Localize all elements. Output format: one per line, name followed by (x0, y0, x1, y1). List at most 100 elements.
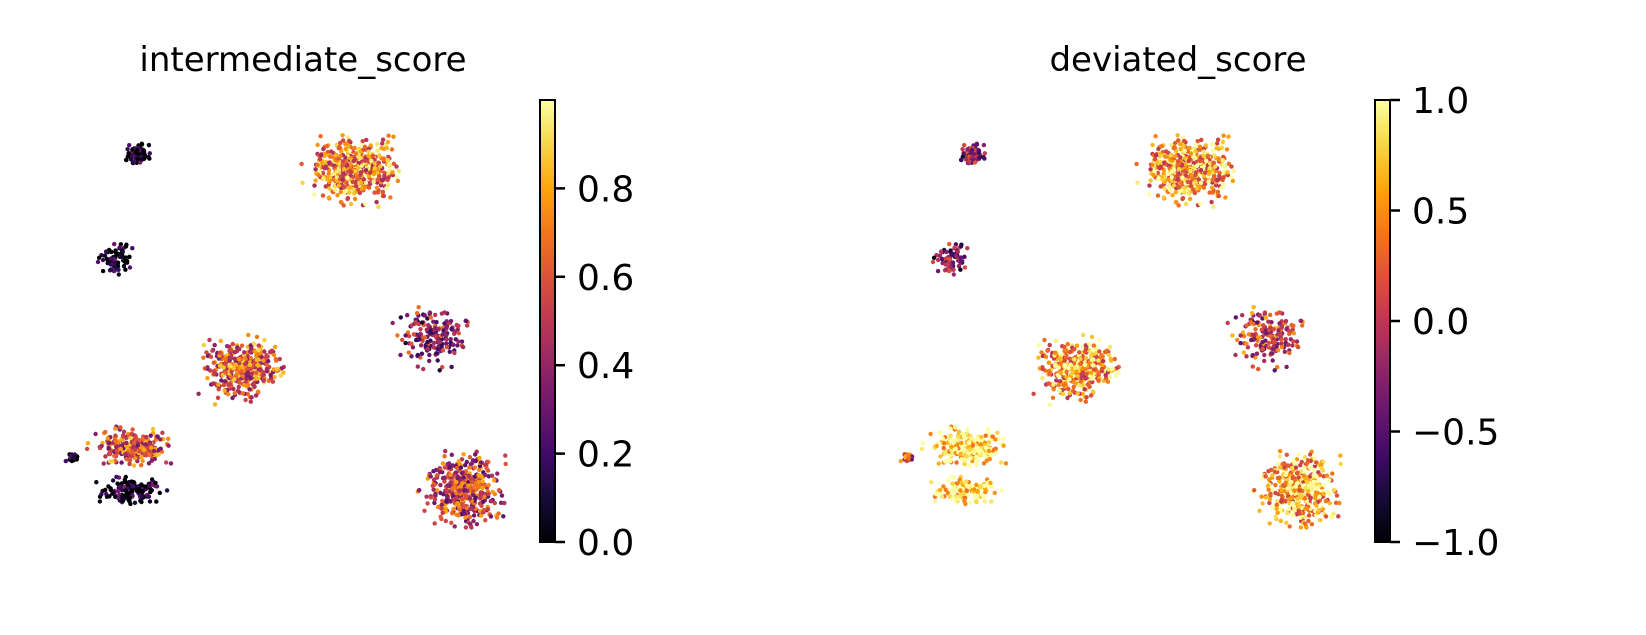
data-point (419, 320, 425, 325)
data-point (965, 427, 970, 432)
data-point (1256, 366, 1261, 372)
data-point (992, 490, 997, 496)
data-point (1176, 184, 1181, 189)
data-point (146, 461, 152, 466)
data-point (1198, 180, 1204, 185)
data-point (104, 256, 110, 262)
data-point (281, 370, 286, 375)
data-point (107, 451, 113, 457)
data-point (210, 348, 215, 353)
data-point (1082, 362, 1088, 367)
data-point (1220, 158, 1226, 163)
data-point (1089, 376, 1094, 381)
data-point (1090, 357, 1096, 362)
data-point (1321, 491, 1326, 497)
data-point (1274, 502, 1280, 507)
data-point (127, 499, 132, 504)
data-point (124, 480, 129, 485)
data-point (1159, 144, 1165, 149)
data-point (963, 436, 968, 441)
data-point (1193, 142, 1199, 147)
data-point (427, 352, 432, 358)
data-point (432, 497, 438, 502)
data-point (1279, 493, 1285, 499)
data-point (985, 426, 991, 432)
data-point (265, 362, 270, 368)
data-point (1317, 494, 1322, 499)
data-point (1240, 313, 1245, 318)
data-point (115, 260, 121, 265)
data-point (1301, 473, 1307, 478)
data-point (975, 488, 980, 494)
data-point (1072, 357, 1077, 362)
data-point (1071, 384, 1077, 390)
data-point (262, 349, 267, 354)
data-point (113, 433, 118, 438)
data-point (1211, 204, 1216, 209)
data-point (228, 348, 234, 353)
data-point (144, 434, 149, 440)
data-point (376, 160, 381, 166)
data-point (418, 327, 423, 332)
data-point (463, 463, 468, 468)
data-point (1337, 500, 1342, 506)
data-point (391, 134, 396, 139)
data-point (116, 272, 122, 277)
data-point (951, 489, 956, 494)
data-point (341, 190, 347, 196)
data-point (451, 506, 456, 512)
data-point (1193, 170, 1199, 175)
data-point (332, 187, 338, 193)
data-point (1270, 358, 1275, 363)
data-point (991, 452, 996, 457)
data-point (1210, 148, 1215, 153)
data-point (1254, 320, 1260, 325)
data-point (223, 357, 229, 362)
data-point (449, 520, 454, 525)
data-point (371, 179, 376, 184)
data-point (452, 350, 457, 356)
data-point (449, 326, 454, 332)
data-point (438, 514, 443, 519)
data-point (461, 508, 466, 513)
data-point (425, 316, 430, 321)
data-point (1147, 192, 1152, 197)
data-point (1088, 393, 1094, 398)
data-point (1180, 162, 1185, 168)
data-point (1230, 178, 1236, 184)
data-point (212, 342, 217, 348)
data-point (1187, 196, 1193, 202)
data-point (443, 448, 448, 454)
data-point (484, 465, 489, 471)
data-point (1262, 352, 1267, 358)
data-point (486, 491, 491, 497)
data-point (1039, 350, 1044, 355)
data-point (377, 153, 382, 158)
data-point (216, 382, 221, 387)
colorbar: −1.0 −0.5 0.0 0.5 1.0 (1374, 81, 1499, 564)
data-point (267, 349, 273, 355)
data-point (119, 460, 124, 465)
data-point (440, 365, 445, 370)
data-point (406, 334, 412, 339)
data-point (147, 156, 152, 161)
data-point (268, 373, 273, 378)
data-point (435, 358, 440, 363)
data-point (1065, 395, 1070, 401)
data-point (1170, 193, 1175, 198)
data-point (1078, 361, 1083, 367)
data-point (456, 331, 461, 336)
data-point (1290, 475, 1296, 480)
data-point (1289, 479, 1294, 485)
data-point (437, 368, 442, 373)
data-point (143, 442, 148, 447)
data-point (1105, 379, 1111, 384)
data-point (1089, 334, 1095, 340)
data-point (906, 454, 911, 460)
data-point (1265, 483, 1271, 488)
data-point (1277, 321, 1282, 326)
data-point (936, 461, 941, 466)
data-point (359, 163, 365, 168)
data-point (983, 445, 989, 450)
data-point (156, 452, 161, 457)
